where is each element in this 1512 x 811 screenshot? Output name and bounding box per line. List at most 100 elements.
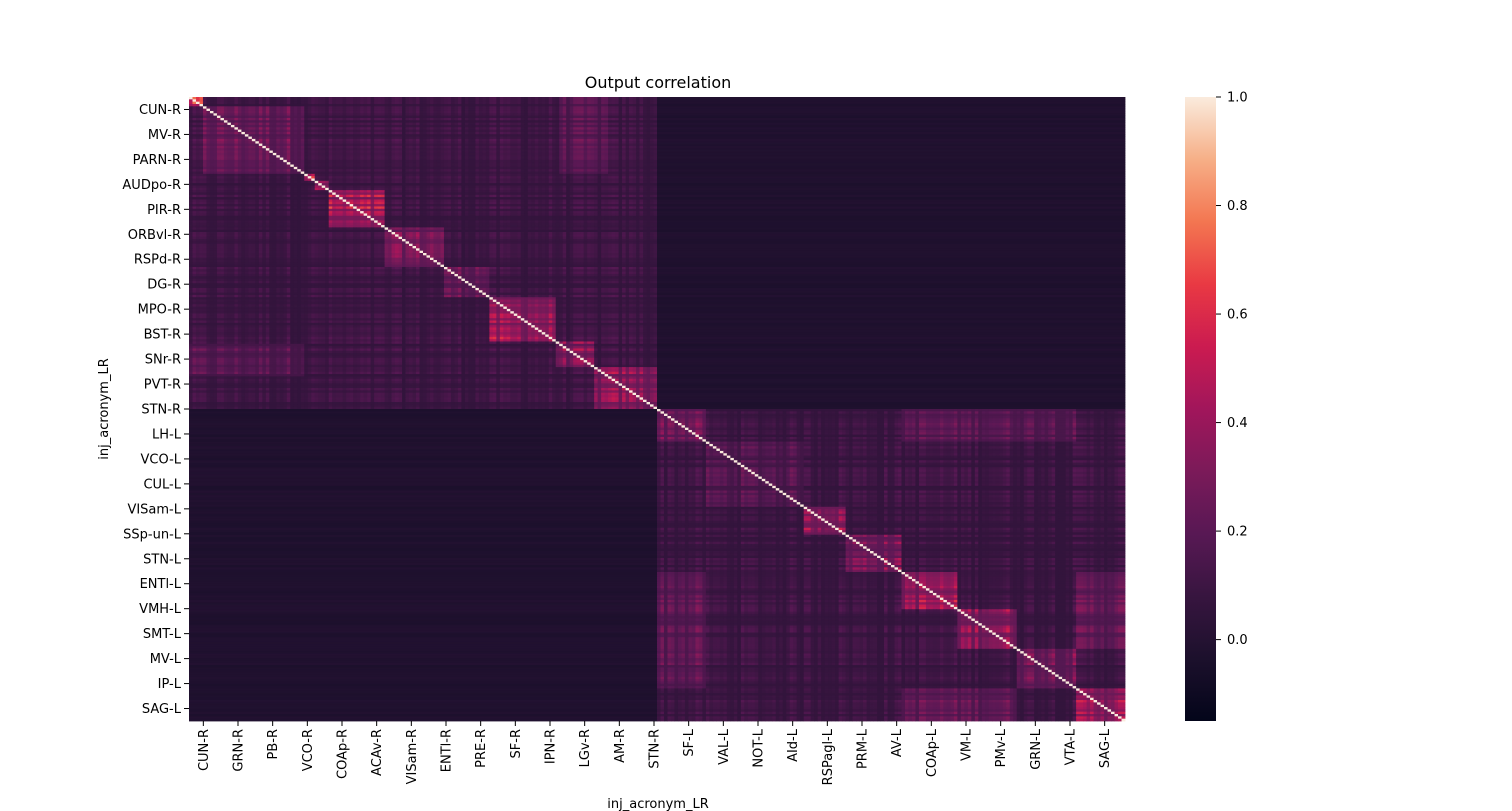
heatmap-cell	[629, 164, 633, 168]
heatmap-cell	[552, 131, 557, 135]
heatmap-cell	[503, 113, 508, 117]
heatmap-cell	[436, 124, 441, 128]
heatmap-cell	[244, 103, 249, 107]
heatmap-cell	[283, 150, 288, 154]
heatmap-cell	[304, 127, 309, 130]
heatmap-cell	[657, 110, 1126, 114]
heatmap-cell	[363, 185, 368, 189]
heatmap-cell	[412, 155, 417, 158]
heatmap-cell	[499, 110, 504, 114]
heatmap-cell	[566, 183, 571, 186]
heatmap-cell	[318, 108, 323, 112]
heatmap-cell	[569, 124, 574, 128]
heatmap-cell	[297, 136, 302, 140]
heatmap-cell	[307, 99, 312, 103]
heatmap-cell	[478, 171, 483, 175]
heatmap-cell	[534, 110, 539, 114]
heatmap-cell	[360, 108, 365, 112]
heatmap-cell	[429, 124, 434, 128]
heatmap-cell	[216, 185, 221, 189]
heatmap-cell	[538, 101, 543, 105]
heatmap-cell	[429, 173, 434, 177]
heatmap-cell	[457, 141, 462, 144]
heatmap-cell	[443, 115, 448, 119]
heatmap-cell	[360, 152, 365, 156]
heatmap-cell	[524, 113, 529, 117]
heatmap-cell	[234, 152, 239, 156]
heatmap-cell	[587, 134, 592, 137]
heatmap-cell	[189, 99, 193, 103]
heatmap-cell	[283, 113, 288, 117]
heatmap-cell	[464, 101, 469, 105]
heatmap-cell	[573, 129, 578, 133]
heatmap-cell	[244, 113, 249, 117]
heatmap-cell	[227, 117, 235, 121]
heatmap-cell	[283, 171, 288, 175]
heatmap-cell	[538, 108, 543, 112]
heatmap-cell	[234, 150, 239, 154]
heatmap-cell	[618, 99, 623, 103]
heatmap-cell	[447, 185, 452, 189]
heatmap-cell	[216, 101, 221, 105]
heatmap-cell	[234, 97, 239, 100]
heatmap-cell	[286, 141, 291, 144]
heatmap-cell	[559, 127, 564, 130]
heatmap-cell	[318, 178, 323, 182]
heatmap-cell	[552, 103, 557, 107]
heatmap-cell	[583, 159, 588, 163]
heatmap-cell	[552, 113, 557, 117]
heatmap-cell	[349, 127, 354, 130]
heatmap-cell	[538, 99, 543, 103]
heatmap-cell	[639, 115, 644, 119]
heatmap-cell	[335, 162, 344, 165]
heatmap-cell	[258, 143, 263, 147]
heatmap-cell	[436, 171, 441, 175]
heatmap-cell	[489, 164, 494, 168]
heatmap-cell	[384, 155, 389, 158]
heatmap-cell	[227, 136, 235, 140]
heatmap-cell	[304, 150, 309, 154]
heatmap-cell	[587, 159, 592, 163]
heatmap-cell	[265, 115, 270, 119]
heatmap-cell	[625, 136, 630, 140]
heatmap-cell	[447, 145, 452, 149]
heatmap-cell	[632, 159, 637, 163]
heatmap-cell	[419, 166, 424, 170]
heatmap-cell	[597, 145, 602, 149]
heatmap-cell	[450, 97, 455, 100]
heatmap-cell	[524, 178, 529, 182]
heatmap-cell	[461, 117, 466, 121]
heatmap-cell	[328, 185, 333, 189]
heatmap-cell	[297, 106, 302, 110]
heatmap-cell	[597, 148, 602, 151]
heatmap-cell	[276, 148, 281, 151]
heatmap-cell	[251, 113, 256, 117]
heatmap-cell	[541, 134, 546, 137]
heatmap-cell	[611, 148, 616, 151]
heatmap-cell	[391, 152, 396, 156]
heatmap-cell	[552, 185, 557, 189]
heatmap-cell	[534, 143, 539, 147]
heatmap-cell	[464, 148, 469, 151]
heatmap-cell	[192, 180, 197, 184]
heatmap-cell	[220, 129, 225, 133]
heatmap-cell	[339, 157, 344, 161]
heatmap-cell	[286, 136, 291, 140]
heatmap-cell	[426, 134, 431, 137]
heatmap-cell	[646, 124, 651, 128]
heatmap-cell	[489, 106, 494, 110]
heatmap-cell	[199, 178, 204, 182]
heatmap-cell	[395, 162, 399, 165]
heatmap-cell	[335, 115, 340, 119]
heatmap-cell	[433, 136, 438, 140]
heatmap-cell	[482, 138, 487, 142]
heatmap-cell	[290, 171, 295, 175]
heatmap-cell	[297, 113, 302, 117]
heatmap-cell	[237, 110, 242, 114]
heatmap-cell	[255, 134, 260, 137]
heatmap-cell	[318, 141, 323, 144]
heatmap-cell	[248, 106, 253, 110]
heatmap-cell	[189, 157, 193, 161]
heatmap-cell	[653, 129, 658, 133]
heatmap-cell	[433, 127, 438, 130]
